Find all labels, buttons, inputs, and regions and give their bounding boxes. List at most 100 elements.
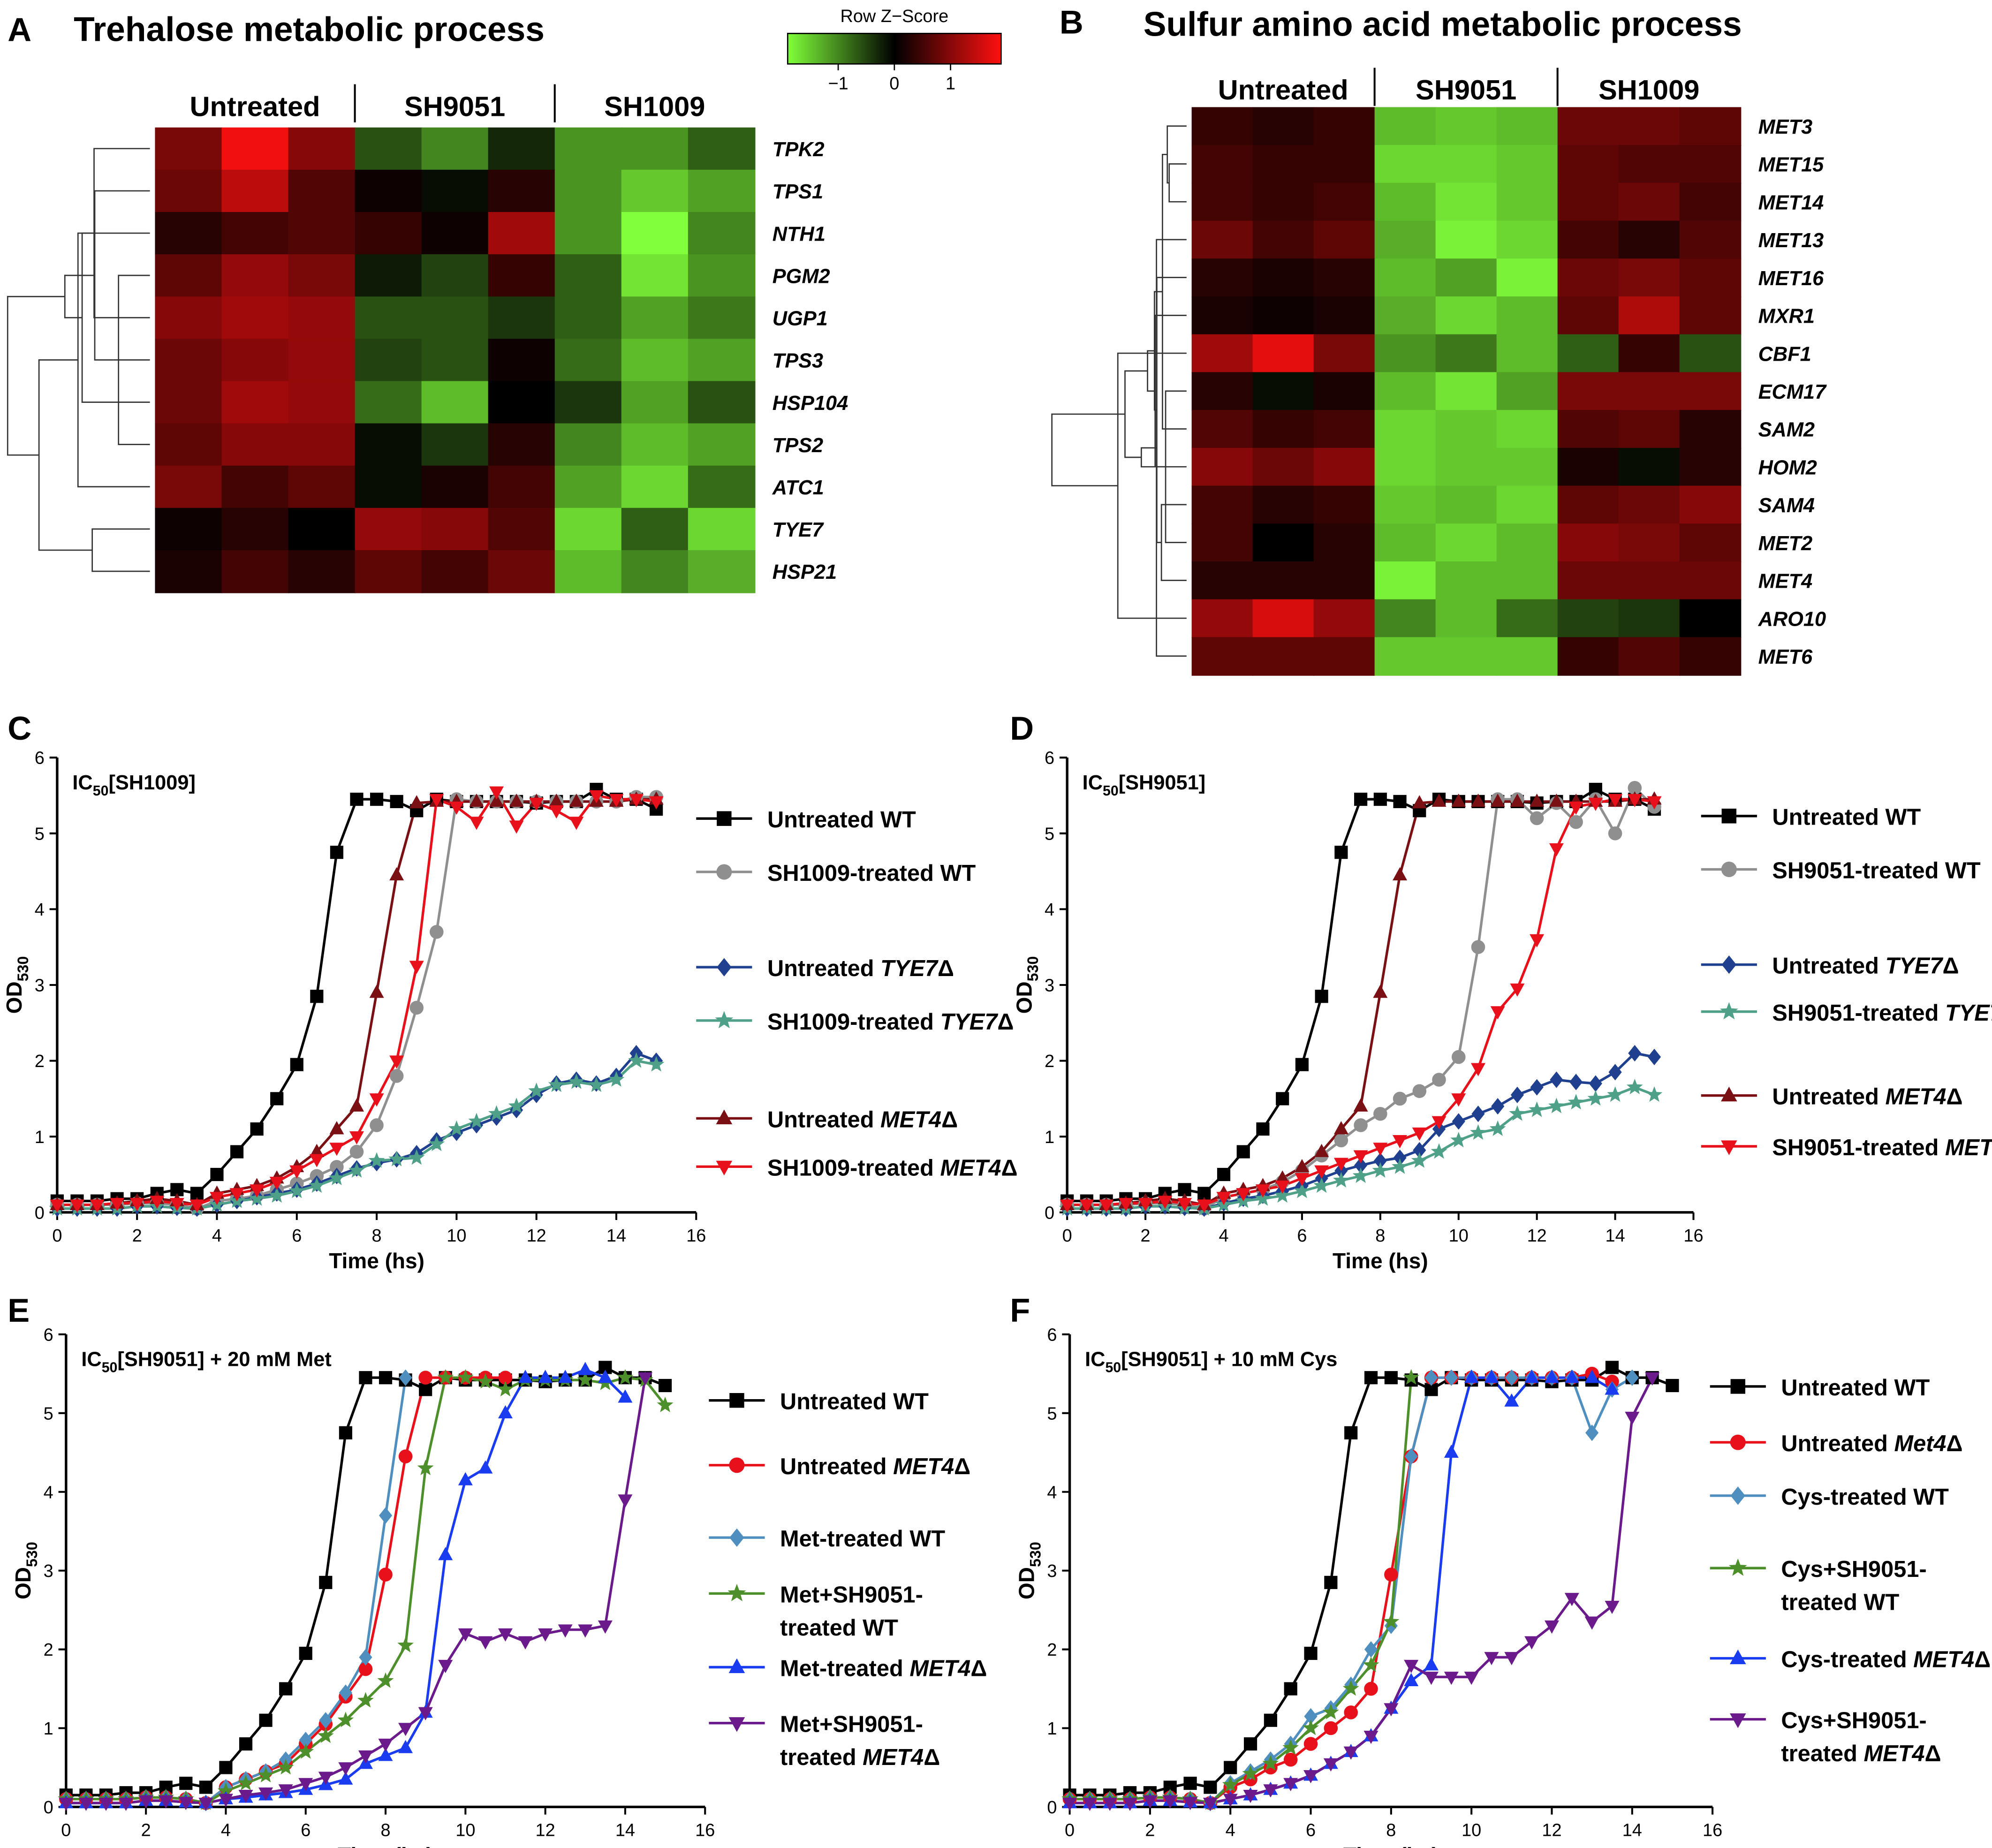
heatmap-cell [421,254,489,297]
y-axis-label: OD530 [1015,1542,1044,1599]
y-tick-label: 4 [35,900,45,920]
heatmap-cell [155,381,223,424]
dendrogram-branch [7,295,65,456]
marker-triangle-down [329,1143,344,1156]
heatmap-cell [1252,447,1315,487]
marker-triangle-up [1530,794,1545,807]
heatmap-cell [1435,258,1498,297]
heatmap-cell [155,169,223,213]
marker-star [1646,1086,1663,1102]
legend-label-part: Untreated WT [780,1389,929,1415]
heatmap-cell [554,296,622,340]
y-tick-label: 1 [35,1128,45,1147]
legend-label: Untreated Met4Δ [1781,1431,1962,1456]
marker-triangle-down [1524,1636,1539,1650]
marker-triangle-up [1314,1144,1329,1157]
heatmap-cell [421,550,489,593]
marker-triangle-down [649,796,664,810]
heatmap-cell [621,127,689,171]
marker-diamond [1510,1086,1524,1103]
marker-diamond [379,1507,393,1524]
marker-star [258,1766,274,1783]
marker-triangle-down [1323,1758,1338,1772]
marker-star [1372,1162,1389,1178]
marker-square [310,990,324,1003]
legend-label-part: Δ [924,1745,940,1770]
heatmap-cell [688,212,756,255]
heatmap-cell [355,296,423,340]
heatmap-cell [488,254,556,297]
marker-triangle-up [1432,794,1447,807]
heatmap-cell [554,550,622,593]
heatmap-cell [1496,599,1559,638]
marker-square [1730,1379,1746,1394]
heatmap-cell [221,339,289,382]
marker-circle [1303,1737,1318,1751]
heatmap-cell [221,169,289,213]
marker-square [1605,1361,1619,1374]
heatmap-cell [1313,410,1376,449]
heatmap-panel-A: A Trehalose metabolic process TPK2 TPS1 NTH1… [7,11,848,593]
marker-star [457,1369,474,1385]
marker-star [628,1052,644,1068]
marker-triangle-down [1544,1620,1559,1634]
x-tick-label: 6 [1297,1226,1307,1246]
marker-square [729,1393,744,1408]
heatmap-cell [488,296,556,340]
marker-triangle-down [1588,797,1603,811]
marker-triangle-down [418,1707,433,1720]
dendrogram-branch [1051,413,1125,486]
x-tick-label: 0 [52,1226,62,1246]
heatmap-cell [1435,145,1498,184]
marker-square [1364,1371,1378,1385]
marker-triangle-down [1314,1165,1329,1179]
heatmap-cell [1557,410,1620,449]
marker-diamond [717,958,732,977]
marker-square [1243,1737,1257,1751]
marker-triangle-down [1444,1672,1459,1685]
marker-triangle-up [369,985,384,998]
marker-star [468,1113,485,1128]
heatmap-cell [155,127,223,171]
marker-circle [1730,1434,1746,1450]
heatmap-cell [355,550,423,593]
legend-label: Cys-treated MET4Δ [1781,1647,1991,1672]
marker-star [477,1373,494,1389]
marker-diamond [1491,1098,1505,1115]
marker-square [1295,1058,1309,1071]
series-line [57,1052,657,1210]
marker-triangle-down [159,1795,174,1809]
marker-square [299,1646,312,1660]
marker-triangle-up [558,1370,573,1383]
y-tick-label: 1 [44,1719,53,1739]
heatmap-cell [288,212,356,255]
x-tick-label: 8 [372,1226,382,1246]
heatmap-cell [1252,637,1315,676]
legend-label-part: MET4 [1886,1084,1947,1110]
x-axis-label: Time (hs) [1333,1249,1428,1273]
y-tick-label: 6 [1045,749,1054,768]
heatmap-cell [421,339,489,382]
heatmap-cell [221,423,289,467]
heatmap-cell [1374,334,1437,373]
heatmap-cell [1191,447,1254,487]
marker-square [1344,1426,1358,1439]
marker-triangle-up [458,1472,473,1485]
heatmap-cell [621,381,689,424]
marker-circle [389,1069,404,1083]
marker-triangle-down [1099,1199,1114,1213]
marker-circle [1344,1705,1358,1719]
dendrogram-branch [38,359,92,551]
marker-star [1363,1656,1379,1672]
dendrogram-branch [77,232,150,488]
heatmap-cell [421,127,489,171]
panel-letter: D [1010,710,1034,747]
x-tick-label: 4 [1219,1226,1228,1246]
marker-star [397,1636,414,1652]
marker-triangle-down [349,1131,364,1145]
x-tick-label: 4 [1226,1821,1235,1840]
marker-triangle-down [609,794,624,807]
heatmap-cell [1496,182,1559,222]
heatmap-row-label: ECM17 [1758,381,1827,403]
